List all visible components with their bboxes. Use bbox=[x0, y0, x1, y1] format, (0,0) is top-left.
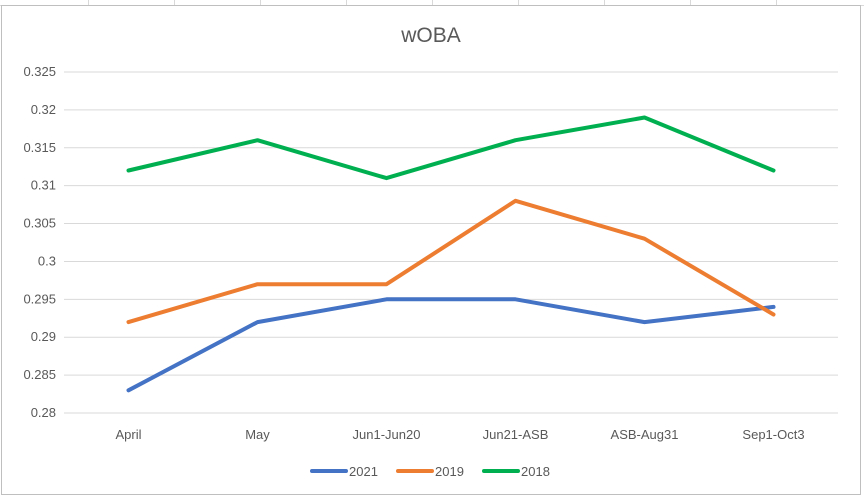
x-tick-label: Jun1-Jun20 bbox=[353, 427, 421, 442]
series-line-2018 bbox=[126, 115, 776, 181]
legend-label-2019: 2019 bbox=[435, 464, 464, 479]
y-tick-label: 0.325 bbox=[23, 64, 56, 79]
series-line-2021 bbox=[126, 297, 776, 393]
y-tick-label: 0.29 bbox=[31, 329, 56, 344]
x-tick-label: ASB-Aug31 bbox=[611, 427, 679, 442]
x-tick-label: Jun21-ASB bbox=[483, 427, 549, 442]
line-chart: 0.28 0.285 0.29 0.295 0.3 0.305 0.31 0.315 0.32 0… bbox=[23, 64, 838, 479]
series-line-2019 bbox=[126, 198, 776, 325]
x-tick-label: Sep1-Oct3 bbox=[742, 427, 804, 442]
y-tick-label: 0.28 bbox=[31, 405, 56, 420]
y-tick-label: 0.3 bbox=[38, 253, 56, 268]
chart-object[interactable]: wOBA 0.28 0.285 0.29 0.295 0.3 0.305 0.31 0.315… bbox=[1, 5, 861, 495]
y-tick-label: 0.285 bbox=[23, 367, 56, 382]
y-tick-label: 0.31 bbox=[31, 178, 56, 193]
legend-label-2021: 2021 bbox=[349, 464, 378, 479]
x-tick-label: April bbox=[115, 427, 141, 442]
x-tick-label: May bbox=[245, 427, 270, 442]
y-tick-label: 0.32 bbox=[31, 102, 56, 117]
y-tick-label: 0.305 bbox=[23, 216, 56, 231]
y-tick-label: 0.315 bbox=[23, 140, 56, 155]
legend-label-2018: 2018 bbox=[521, 464, 550, 479]
chart-title: wOBA bbox=[401, 24, 461, 47]
y-tick-label: 0.295 bbox=[23, 291, 56, 306]
